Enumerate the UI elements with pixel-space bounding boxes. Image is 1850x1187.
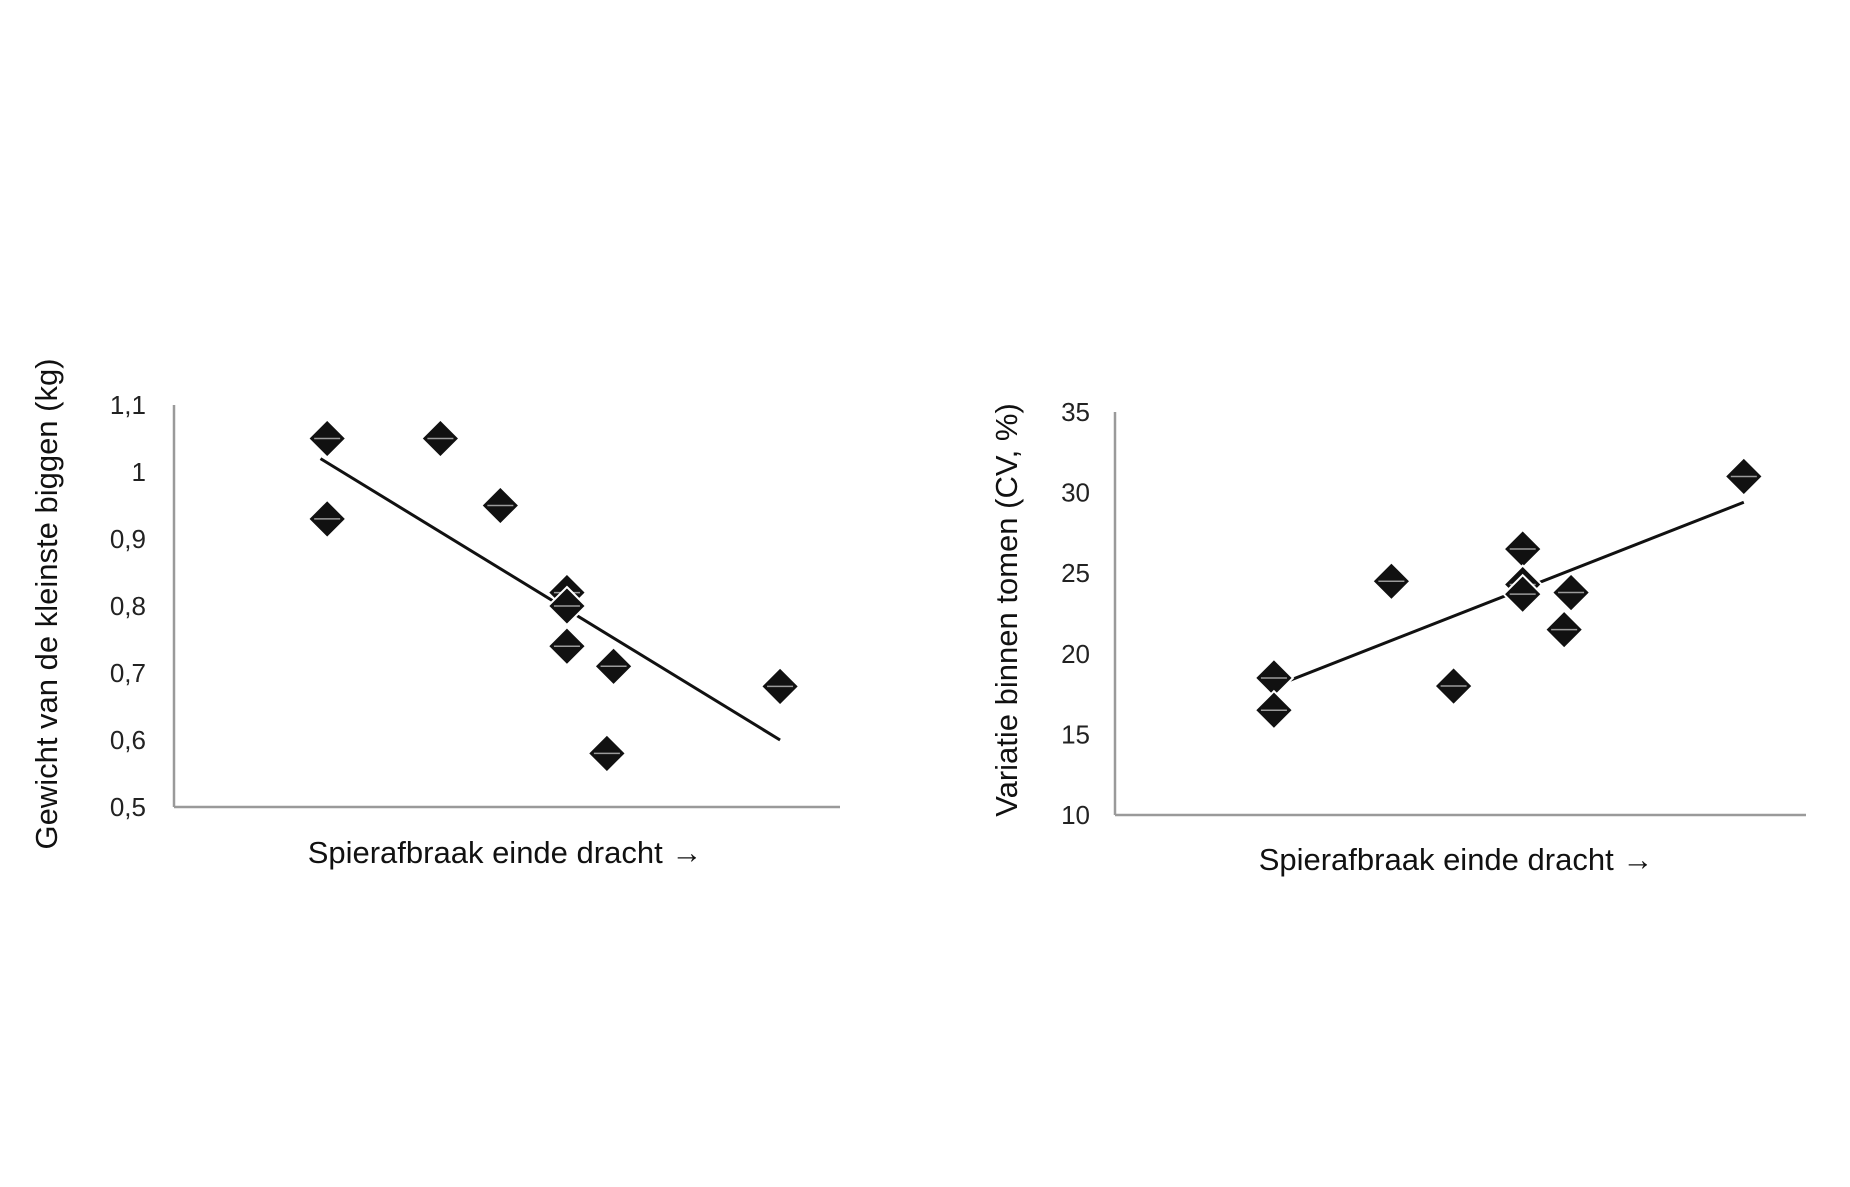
- y-tick-label: 0,5: [110, 792, 146, 822]
- x-axis-label: Spierafbraak einde dracht →: [1259, 842, 1654, 877]
- trendline-group: [319, 457, 781, 742]
- y-tick-labels: 10 15 20 25 30 35: [1061, 397, 1090, 830]
- chart-variation-within-litters: 10 15 20 25 30 35 Spierafbraak einde dracht →…: [989, 397, 1806, 877]
- y-tick-label: 1: [132, 457, 146, 487]
- y-axis-label: Gewicht van de kleinste biggen (kg): [29, 358, 64, 849]
- data-points: [1253, 456, 1765, 731]
- y-tick-label: 0,9: [110, 524, 146, 554]
- y-tick-label: 20: [1061, 639, 1090, 669]
- trendline: [319, 457, 781, 742]
- y-tick-label: 0,7: [110, 658, 146, 688]
- data-points: [306, 418, 801, 774]
- y-tick-label: 30: [1061, 478, 1090, 508]
- y-tick-label: 15: [1061, 719, 1090, 749]
- y-tick-label: 10: [1061, 800, 1090, 830]
- y-tick-labels: 0,5 0,6 0,7 0,8 0,9 1 1,1: [110, 390, 146, 822]
- y-tick-label: 1,1: [110, 390, 146, 420]
- y-tick-label: 0,6: [110, 725, 146, 755]
- y-tick-label: 35: [1061, 397, 1090, 427]
- chart-weight-smallest-piglets: 0,5 0,6 0,7 0,8 0,9 1 1,1 Spierafbraak einde d…: [29, 358, 840, 870]
- y-tick-label: 0,8: [110, 591, 146, 621]
- x-axis-label: Spierafbraak einde dracht →: [308, 835, 703, 870]
- y-tick-label: 25: [1061, 558, 1090, 588]
- y-axis-label: Variatie binnen tomen (CV, %): [989, 403, 1024, 817]
